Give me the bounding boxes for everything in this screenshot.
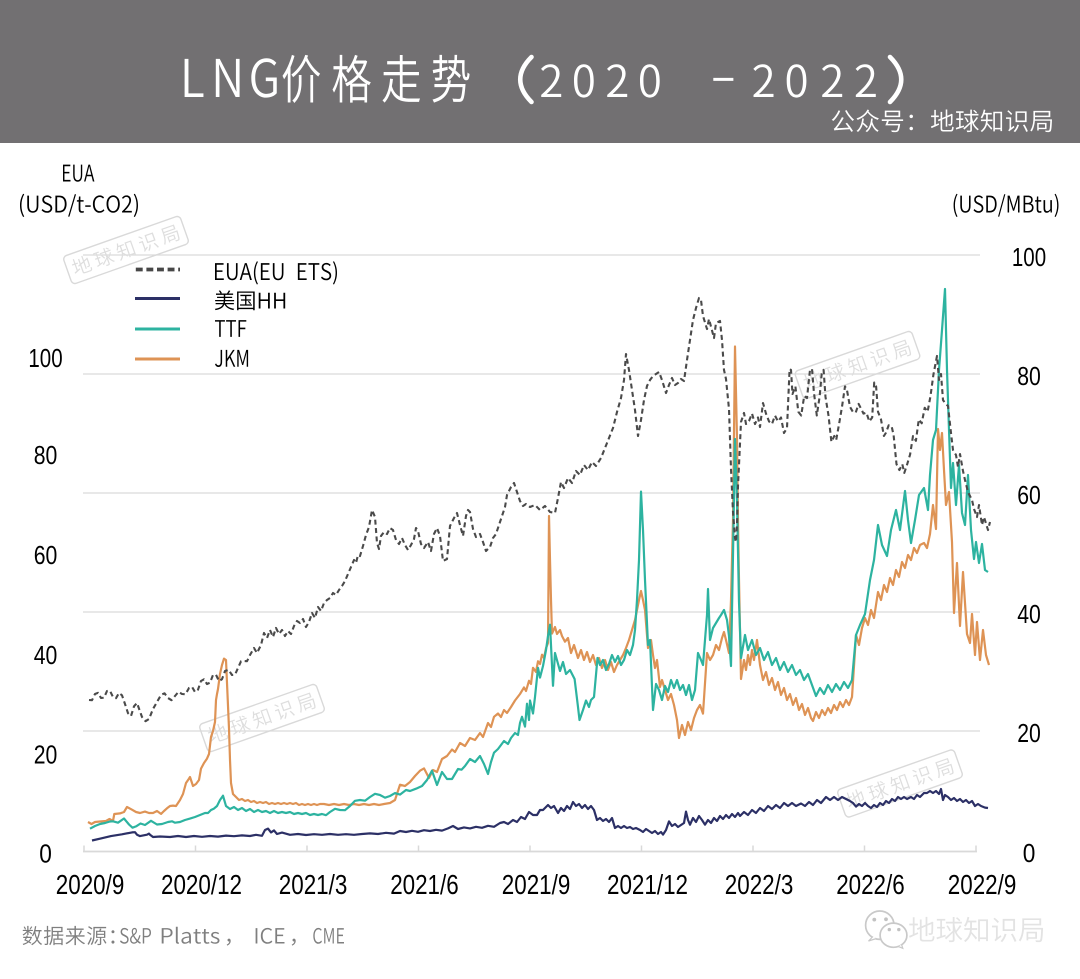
- svg-text:2021/9: 2021/9: [502, 869, 571, 900]
- svg-text:2020/9: 2020/9: [56, 869, 125, 900]
- svg-text:100: 100: [1012, 244, 1046, 272]
- svg-text:40: 40: [1017, 601, 1041, 629]
- svg-text:20: 20: [34, 742, 58, 770]
- svg-text:2020/12: 2020/12: [161, 869, 242, 900]
- svg-text:2022/6: 2022/6: [836, 869, 905, 900]
- svg-text:2021/6: 2021/6: [390, 869, 459, 900]
- svg-text:40: 40: [34, 642, 58, 670]
- svg-text:2022/3: 2022/3: [725, 869, 794, 900]
- svg-text:0: 0: [1023, 840, 1036, 868]
- svg-text:2021/12: 2021/12: [607, 869, 688, 900]
- svg-text:80: 80: [34, 442, 58, 470]
- svg-text:20: 20: [1017, 720, 1041, 748]
- svg-text:100: 100: [28, 345, 62, 373]
- svg-text:60: 60: [1017, 482, 1041, 510]
- svg-text:80: 80: [1017, 363, 1041, 391]
- svg-text:60: 60: [34, 542, 58, 570]
- svg-text:2021/3: 2021/3: [279, 869, 348, 900]
- svg-text:0: 0: [39, 841, 52, 869]
- svg-text:2022/9: 2022/9: [948, 869, 1017, 900]
